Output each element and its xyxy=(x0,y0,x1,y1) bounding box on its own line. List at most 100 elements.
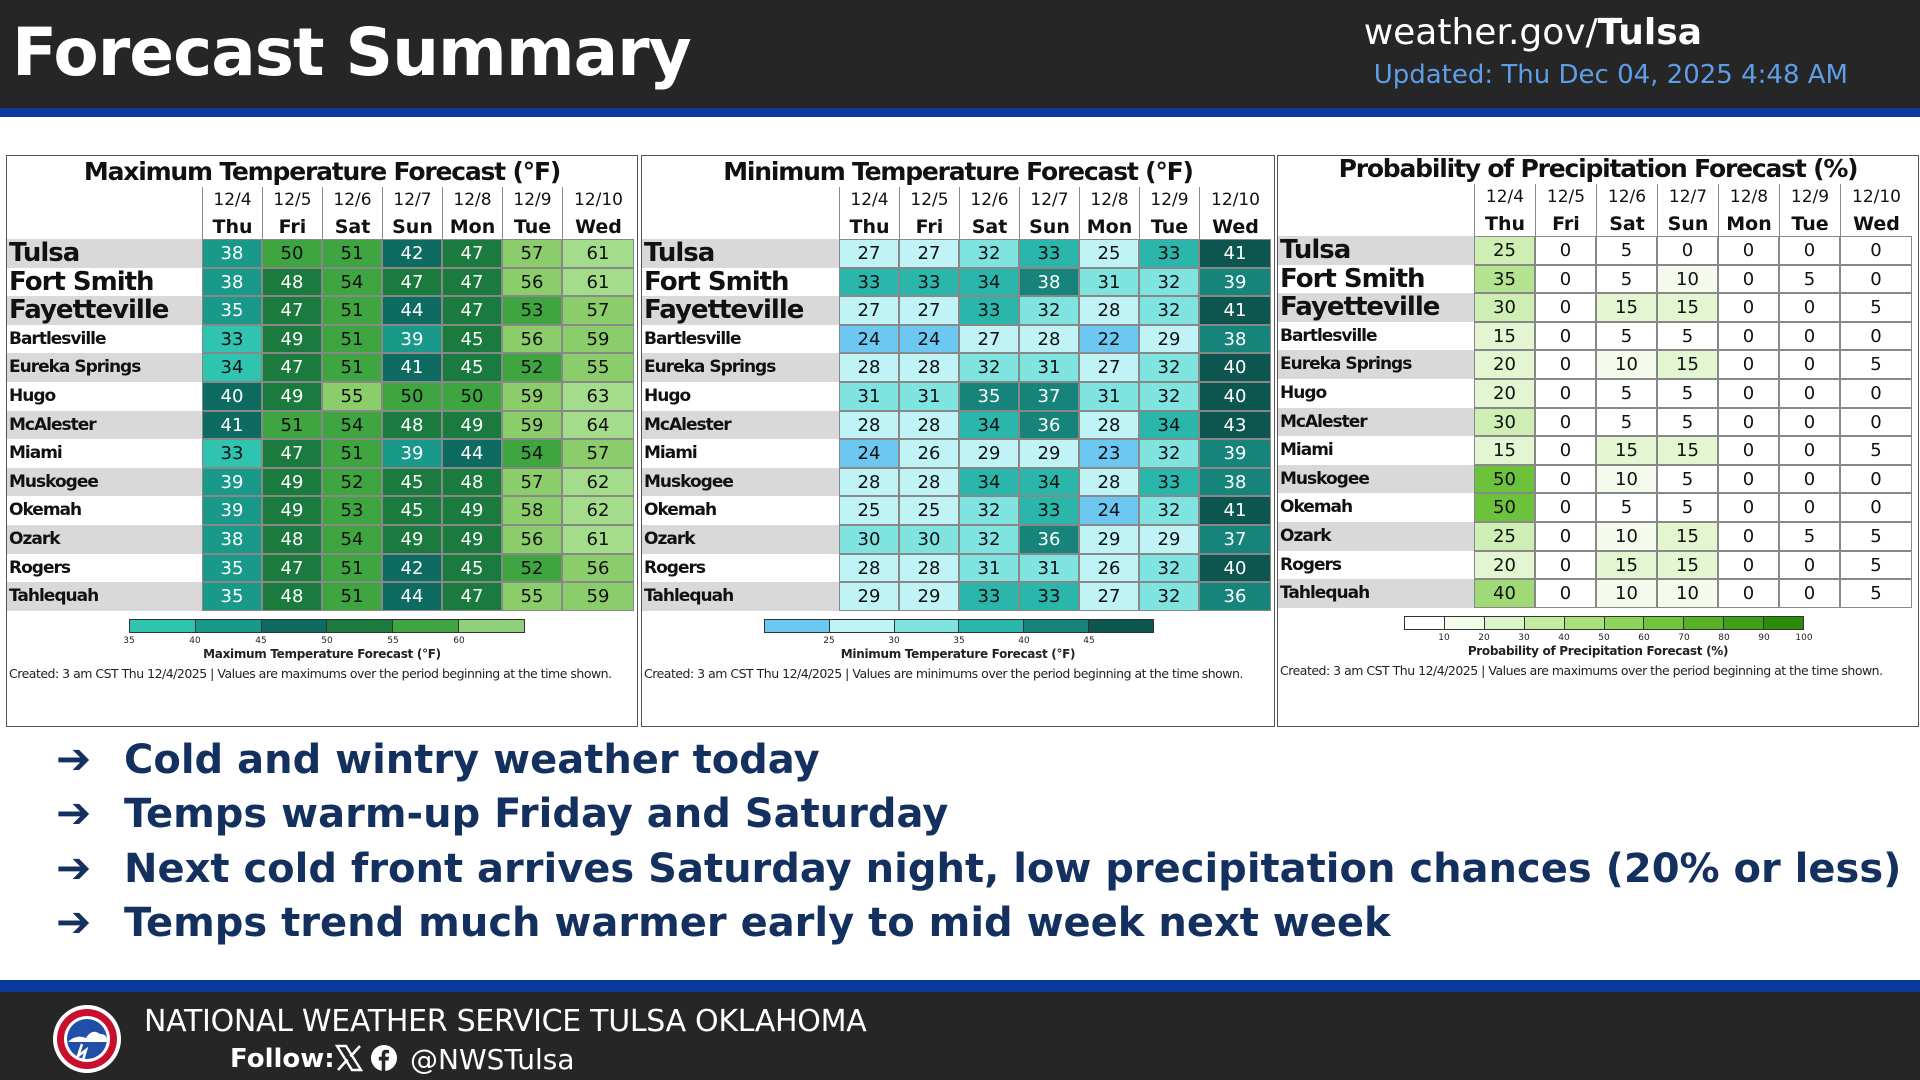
site-link[interactable]: weather.gov/Tulsa xyxy=(1364,12,1702,53)
value-cell: 62 xyxy=(562,467,634,497)
value-cell: 41 xyxy=(382,353,442,382)
day-weekday: Wed xyxy=(575,216,622,238)
day-date: 12/9 xyxy=(513,190,552,210)
colorbar-label: Minimum Temperature Forecast (°F) xyxy=(840,646,1076,661)
value-cell: 0 xyxy=(1535,464,1596,494)
value-cell: 51 xyxy=(322,439,382,468)
panel-title: Maximum Temperature Forecast (°F) xyxy=(83,157,561,186)
day-date: 12/9 xyxy=(1150,190,1189,210)
table-row xyxy=(7,467,202,497)
value-cell: 0 xyxy=(1535,293,1596,322)
value-cell: 49 xyxy=(262,324,322,354)
value-cell: 59 xyxy=(562,582,634,611)
day-weekday: Tue xyxy=(513,216,552,238)
value-cell: 47 xyxy=(442,267,502,297)
value-cell: 39 xyxy=(382,439,442,468)
value-cell: 0 xyxy=(1718,493,1779,522)
value-cell: 0 xyxy=(1779,236,1840,265)
value-cell: 47 xyxy=(442,239,502,268)
value-cell: 25 xyxy=(1474,522,1535,551)
table-row xyxy=(7,525,202,554)
value-cell: 5 xyxy=(1840,293,1912,322)
colorbar-segment xyxy=(130,619,196,632)
value-cell: 10 xyxy=(1657,579,1718,608)
colorbar-segment xyxy=(1484,616,1525,629)
value-cell: 0 xyxy=(1535,264,1596,294)
value-cell: 32 xyxy=(1139,296,1199,325)
city-name: Fort Smith xyxy=(644,266,790,297)
value-cell: 45 xyxy=(442,324,502,354)
value-cell: 35 xyxy=(959,382,1019,411)
value-cell: 5 xyxy=(1840,522,1912,551)
day-header: 12/9 Tue xyxy=(1779,184,1840,238)
colorbar-tick: 20 xyxy=(1478,632,1490,643)
value-cell: 57 xyxy=(562,296,634,325)
colorbar-segment xyxy=(1564,616,1605,629)
day-date: 12/5 xyxy=(910,190,949,210)
colorbar-tick: 40 xyxy=(1558,632,1570,643)
colorbar-tick: 40 xyxy=(1018,635,1030,646)
day-header: 12/9 Tue xyxy=(502,187,562,241)
value-cell: 51 xyxy=(322,239,382,268)
value-cell: 41 xyxy=(1199,496,1271,525)
colorbar-tick: 90 xyxy=(1758,632,1770,643)
colorbar-segment xyxy=(894,619,960,632)
value-cell: 30 xyxy=(1474,293,1535,322)
value-cell: 51 xyxy=(322,296,382,325)
day-header: 12/4 Thu xyxy=(202,187,262,241)
created-note: Created: 3 am CST Thu 12/4/2025 | Values… xyxy=(1280,662,1883,678)
value-cell: 40 xyxy=(1199,382,1271,411)
colorbar-segment xyxy=(1089,619,1153,632)
value-cell: 0 xyxy=(1718,579,1779,608)
social-handle[interactable]: @NWSTulsa xyxy=(410,1043,575,1076)
bullet-item: ➔ Cold and wintry weather today xyxy=(56,734,820,784)
day-header: 12/10 Wed xyxy=(562,187,634,241)
value-cell: 28 xyxy=(1019,324,1079,354)
colorbar-tick: 30 xyxy=(888,635,900,646)
value-cell: 56 xyxy=(502,525,562,554)
city-name: Ozark xyxy=(644,529,696,549)
value-cell: 31 xyxy=(1079,267,1139,297)
value-cell: 0 xyxy=(1718,350,1779,379)
value-cell: 30 xyxy=(1474,407,1535,437)
value-cell: 47 xyxy=(262,296,322,325)
value-cell: 50 xyxy=(1474,464,1535,494)
value-cell: 0 xyxy=(1535,522,1596,551)
value-cell: 50 xyxy=(262,239,322,268)
value-cell: 20 xyxy=(1474,379,1535,408)
bullet-text: Temps trend much warmer early to mid wee… xyxy=(124,900,1391,946)
value-cell: 55 xyxy=(322,382,382,411)
value-cell: 48 xyxy=(262,267,322,297)
arrow-icon: ➔ xyxy=(56,843,92,892)
value-cell: 5 xyxy=(1657,493,1718,522)
city-name: Fort Smith xyxy=(1280,263,1426,294)
colorbar-segment xyxy=(765,619,830,632)
value-cell: 5 xyxy=(1596,321,1657,351)
day-header: 12/8 Mon xyxy=(1079,187,1139,241)
arrow-icon: ➔ xyxy=(56,734,92,783)
value-cell: 0 xyxy=(1535,579,1596,608)
table-row xyxy=(1278,579,1474,608)
table-row xyxy=(642,467,839,497)
day-weekday: Sat xyxy=(334,216,371,238)
value-cell: 27 xyxy=(959,324,1019,354)
x-icon[interactable] xyxy=(334,1043,364,1073)
colorbar-segment xyxy=(261,619,328,632)
value-cell: 0 xyxy=(1840,264,1912,294)
value-cell: 52 xyxy=(502,553,562,583)
value-cell: 32 xyxy=(959,496,1019,525)
facebook-icon[interactable] xyxy=(370,1044,398,1072)
value-cell: 39 xyxy=(382,324,442,354)
value-cell: 59 xyxy=(502,382,562,411)
value-cell: 27 xyxy=(1079,353,1139,382)
colorbar-tick: 35 xyxy=(953,635,965,646)
value-cell: 0 xyxy=(1535,321,1596,351)
value-cell: 53 xyxy=(322,496,382,525)
panel-title: Probability of Precipitation Forecast (%… xyxy=(1338,154,1859,183)
value-cell: 48 xyxy=(442,467,502,497)
value-cell: 0 xyxy=(1779,579,1840,608)
value-cell: 51 xyxy=(322,553,382,583)
day-weekday: Thu xyxy=(849,216,890,238)
value-cell: 0 xyxy=(1535,236,1596,265)
value-cell: 34 xyxy=(202,353,262,382)
